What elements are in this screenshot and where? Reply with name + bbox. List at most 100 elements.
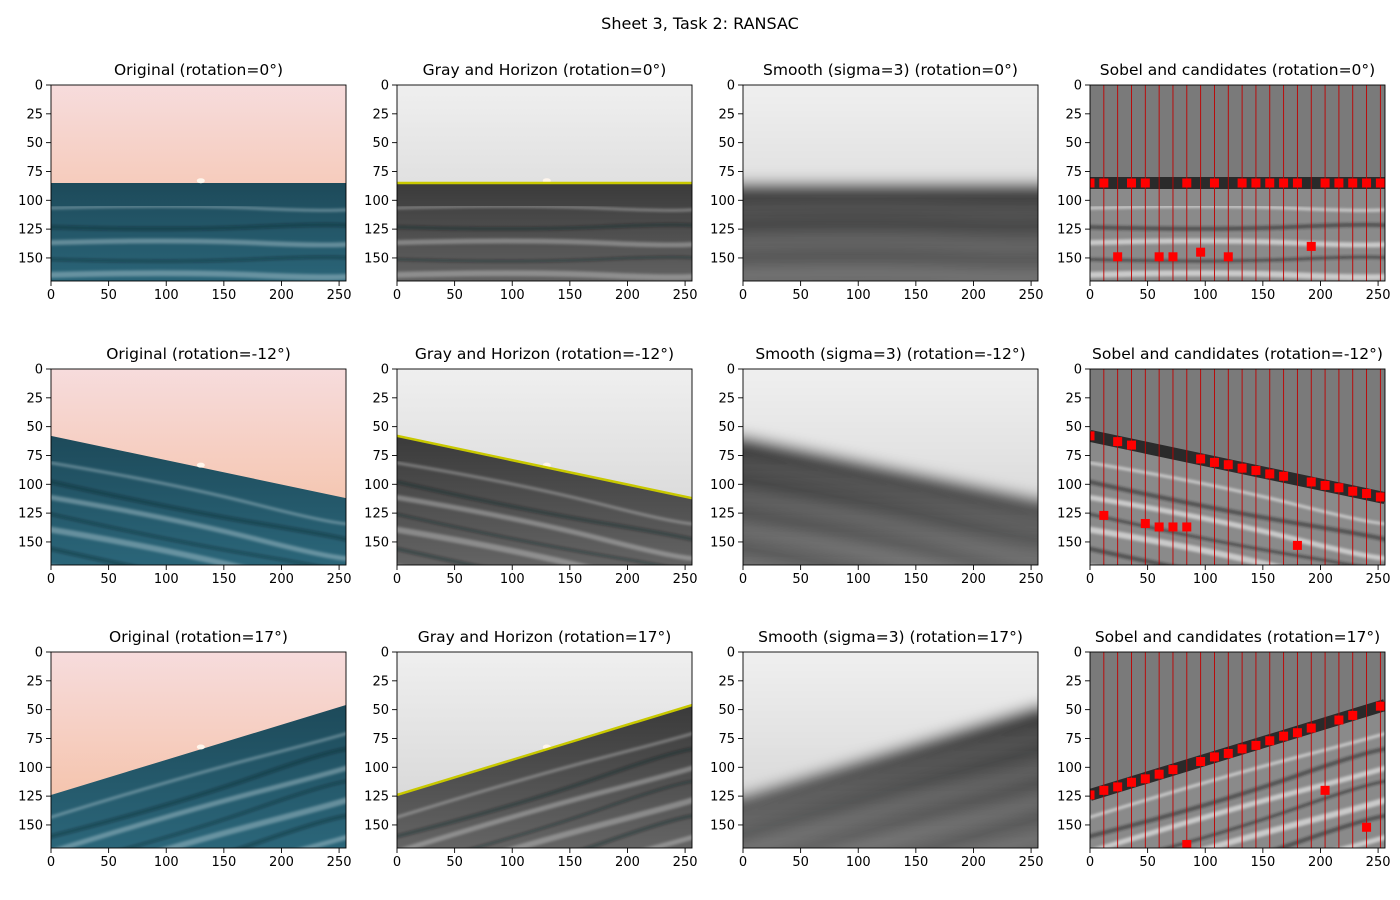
sea-texture — [397, 204, 692, 281]
y-tick-label: 125 — [710, 790, 735, 805]
sea-texture — [51, 204, 346, 281]
panel-title: Sobel and candidates (rotation=0°) — [1100, 61, 1375, 79]
panel-title: Gray and Horizon (rotation=0°) — [423, 61, 667, 79]
candidate-point — [1292, 178, 1302, 188]
y-tick-label: 25 — [718, 674, 735, 689]
x-tick-label: 250 — [1019, 855, 1044, 870]
y-tick-label: 125 — [1057, 507, 1082, 522]
x-tick-label: 100 — [154, 288, 179, 303]
y-tick-label: 75 — [1065, 165, 1082, 180]
sea-texture — [397, 461, 692, 565]
axes-frame — [1089, 84, 1386, 282]
y-tick-label: 150 — [1057, 535, 1082, 550]
x-tick-label: 250 — [1366, 855, 1391, 870]
candidate-point — [1334, 483, 1344, 493]
y-tick-label: 125 — [364, 790, 389, 805]
y-tick-label: 0 — [1074, 363, 1082, 378]
x-tick-label: 150 — [557, 855, 582, 870]
x-tick-label: 250 — [327, 288, 352, 303]
y-tick-label: 25 — [1065, 674, 1082, 689]
candidate-point — [1126, 440, 1136, 450]
image-area — [743, 369, 1038, 565]
y-tick-label: 0 — [727, 646, 735, 661]
x-tick-label: 250 — [1019, 572, 1044, 587]
y-tick-label: 100 — [18, 761, 43, 776]
panel-smooth-row-1: Smooth (sigma=3) (rotation=0°) 0 50 100 150 2… — [710, 61, 1044, 303]
candidate-point — [1320, 480, 1330, 490]
candidate-point — [1182, 840, 1192, 848]
candidate-point — [1292, 728, 1302, 738]
y-tick-label: 25 — [1065, 107, 1082, 122]
x-tick-label: 100 — [846, 855, 871, 870]
x-tick-label: 100 — [1193, 288, 1218, 303]
image-area — [1090, 85, 1385, 281]
candidate-point — [1209, 178, 1219, 188]
y-tick-label: 75 — [1065, 732, 1082, 747]
y-tick-label: 0 — [727, 363, 735, 378]
y-tick-label: 0 — [1074, 79, 1082, 94]
y-tick-label: 25 — [372, 107, 389, 122]
y-tick-label: 25 — [26, 391, 43, 406]
x-tick-label: 50 — [446, 288, 463, 303]
y-tick-label: 50 — [372, 420, 389, 435]
y-tick-label: 125 — [1057, 790, 1082, 805]
candidate-point — [1237, 744, 1247, 754]
candidate-point — [1126, 777, 1136, 787]
horizon-line — [397, 703, 692, 797]
y-tick-label: 75 — [372, 165, 389, 180]
candidate-point — [1168, 765, 1178, 775]
sea-texture — [1090, 204, 1385, 281]
x-tick-label: 100 — [1193, 855, 1218, 870]
candidate-point — [1140, 518, 1150, 528]
axes-frame — [50, 651, 347, 849]
x-tick-label: 200 — [269, 855, 294, 870]
y-tick-label: 125 — [364, 507, 389, 522]
y-tick-label: 50 — [26, 420, 43, 435]
x-tick-label: 250 — [673, 572, 698, 587]
y-tick-label: 100 — [18, 194, 43, 209]
x-tick-label: 0 — [393, 288, 401, 303]
panel-title: Sobel and candidates (rotation=17°) — [1095, 628, 1380, 646]
candidate-point — [1196, 757, 1206, 767]
x-tick-label: 100 — [154, 855, 179, 870]
x-tick-label: 250 — [1019, 288, 1044, 303]
y-tick-label: 0 — [35, 363, 43, 378]
panel-original-row-3: Original (rotation=17°) 0 50 100 150 200 250 0 2… — [18, 628, 351, 870]
candidate-point — [1182, 522, 1192, 532]
y-tick-label: 50 — [718, 703, 735, 718]
candidate-point — [1306, 477, 1316, 487]
candidate-point — [1251, 178, 1261, 188]
axes-frame — [396, 84, 693, 282]
x-tick-label: 50 — [1139, 572, 1156, 587]
candidate-point — [1237, 178, 1247, 188]
x-tick-label: 100 — [846, 288, 871, 303]
y-tick-label: 100 — [18, 478, 43, 493]
image-area — [397, 652, 692, 848]
candidate-point — [1265, 736, 1275, 746]
x-tick-label: 150 — [557, 572, 582, 587]
panel-title: Gray and Horizon (rotation=-12°) — [415, 345, 674, 363]
y-tick-label: 100 — [710, 194, 735, 209]
candidate-point — [1334, 715, 1344, 725]
candidate-point — [1154, 522, 1164, 532]
sea-texture — [51, 461, 346, 565]
y-tick-label: 0 — [35, 79, 43, 94]
x-tick-label: 200 — [269, 572, 294, 587]
x-tick-label: 0 — [393, 855, 401, 870]
x-tick-label: 150 — [211, 572, 236, 587]
x-tick-label: 0 — [1086, 572, 1094, 587]
y-tick-label: 150 — [18, 251, 43, 266]
sea-texture — [1090, 732, 1385, 848]
candidate-point — [1375, 701, 1385, 711]
x-tick-label: 150 — [903, 572, 928, 587]
panel-title: Original (rotation=17°) — [109, 628, 288, 646]
candidate-point — [1320, 785, 1330, 795]
x-tick-label: 100 — [154, 572, 179, 587]
panel-title: Smooth (sigma=3) (rotation=-12°) — [755, 345, 1025, 363]
candidate-point — [1140, 178, 1150, 188]
image-area — [743, 85, 1038, 281]
x-tick-label: 150 — [211, 288, 236, 303]
axes-frame — [50, 368, 347, 566]
x-tick-label: 50 — [792, 288, 809, 303]
